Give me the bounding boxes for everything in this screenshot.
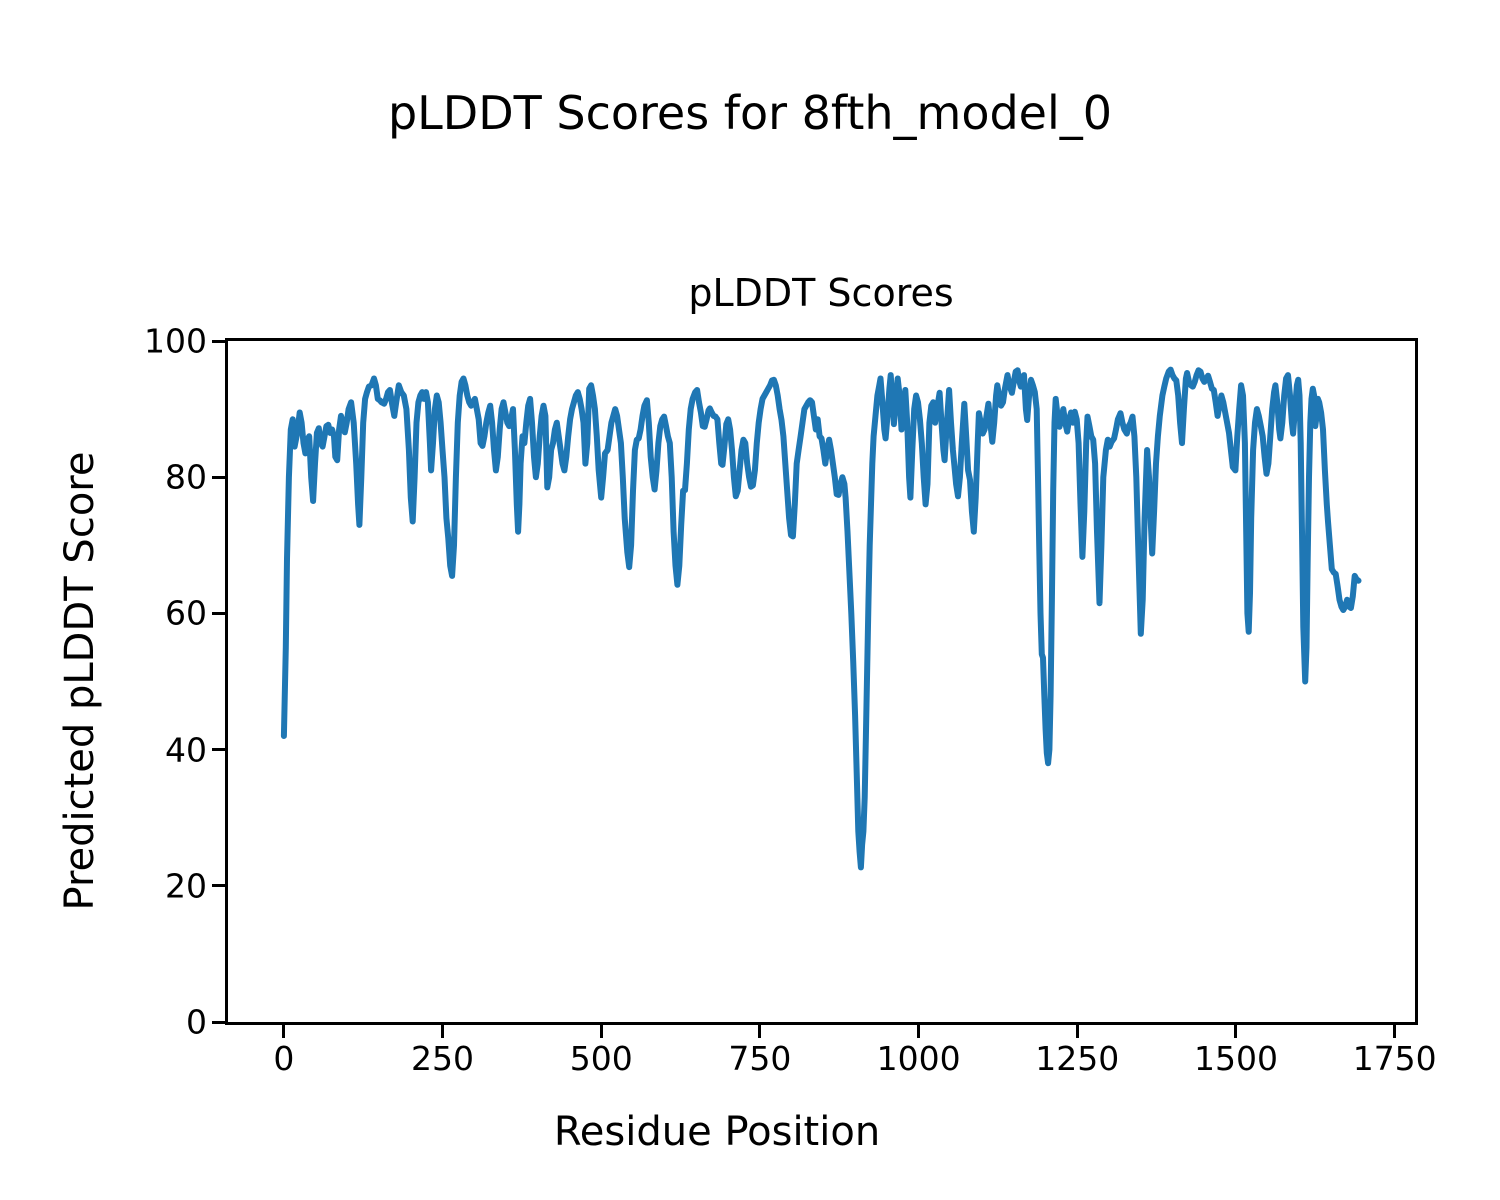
- y-tick-label: 20: [165, 866, 207, 906]
- x-tick-mark: [1075, 1025, 1079, 1038]
- y-tick-mark: [212, 475, 225, 479]
- y-tick-mark: [212, 1020, 225, 1024]
- axes-title: pLDDT Scores: [688, 271, 954, 315]
- x-tick-label: 250: [411, 1039, 475, 1078]
- x-tick-label: 500: [569, 1039, 633, 1078]
- y-tick-mark: [212, 611, 225, 615]
- x-tick-label: 1250: [1035, 1039, 1120, 1078]
- y-tick-mark: [212, 748, 225, 752]
- y-tick-mark: [212, 884, 225, 888]
- plot-area: [228, 341, 1415, 1022]
- y-axis-label: Predicted pLDDT Score: [57, 451, 103, 911]
- figure-suptitle: pLDDT Scores for 8fth_model_0: [387, 86, 1113, 140]
- x-tick-mark: [1234, 1025, 1238, 1038]
- x-tick-label: 1000: [876, 1039, 961, 1078]
- y-tick-label: 0: [186, 1002, 207, 1042]
- x-tick-label: 750: [728, 1039, 792, 1078]
- y-tick-label: 80: [165, 457, 207, 497]
- x-tick-mark: [917, 1025, 921, 1038]
- x-tick-mark: [758, 1025, 762, 1038]
- x-tick-mark: [1393, 1025, 1397, 1038]
- y-tick-label: 60: [165, 593, 207, 633]
- plot-spines: [225, 338, 1418, 1025]
- x-tick-mark: [282, 1025, 286, 1038]
- x-tick-mark: [599, 1025, 603, 1038]
- plddt-series-line: [280, 366, 1362, 871]
- x-tick-mark: [441, 1025, 445, 1038]
- y-tick-mark: [212, 339, 225, 343]
- x-axis-label: Residue Position: [553, 1109, 881, 1155]
- x-tick-label: 1750: [1352, 1039, 1437, 1078]
- plddt-line-chart: [280, 366, 1362, 871]
- x-tick-label: 0: [273, 1039, 295, 1078]
- y-tick-label: 100: [144, 321, 207, 361]
- y-tick-label: 40: [165, 730, 207, 770]
- x-tick-label: 1500: [1193, 1039, 1278, 1078]
